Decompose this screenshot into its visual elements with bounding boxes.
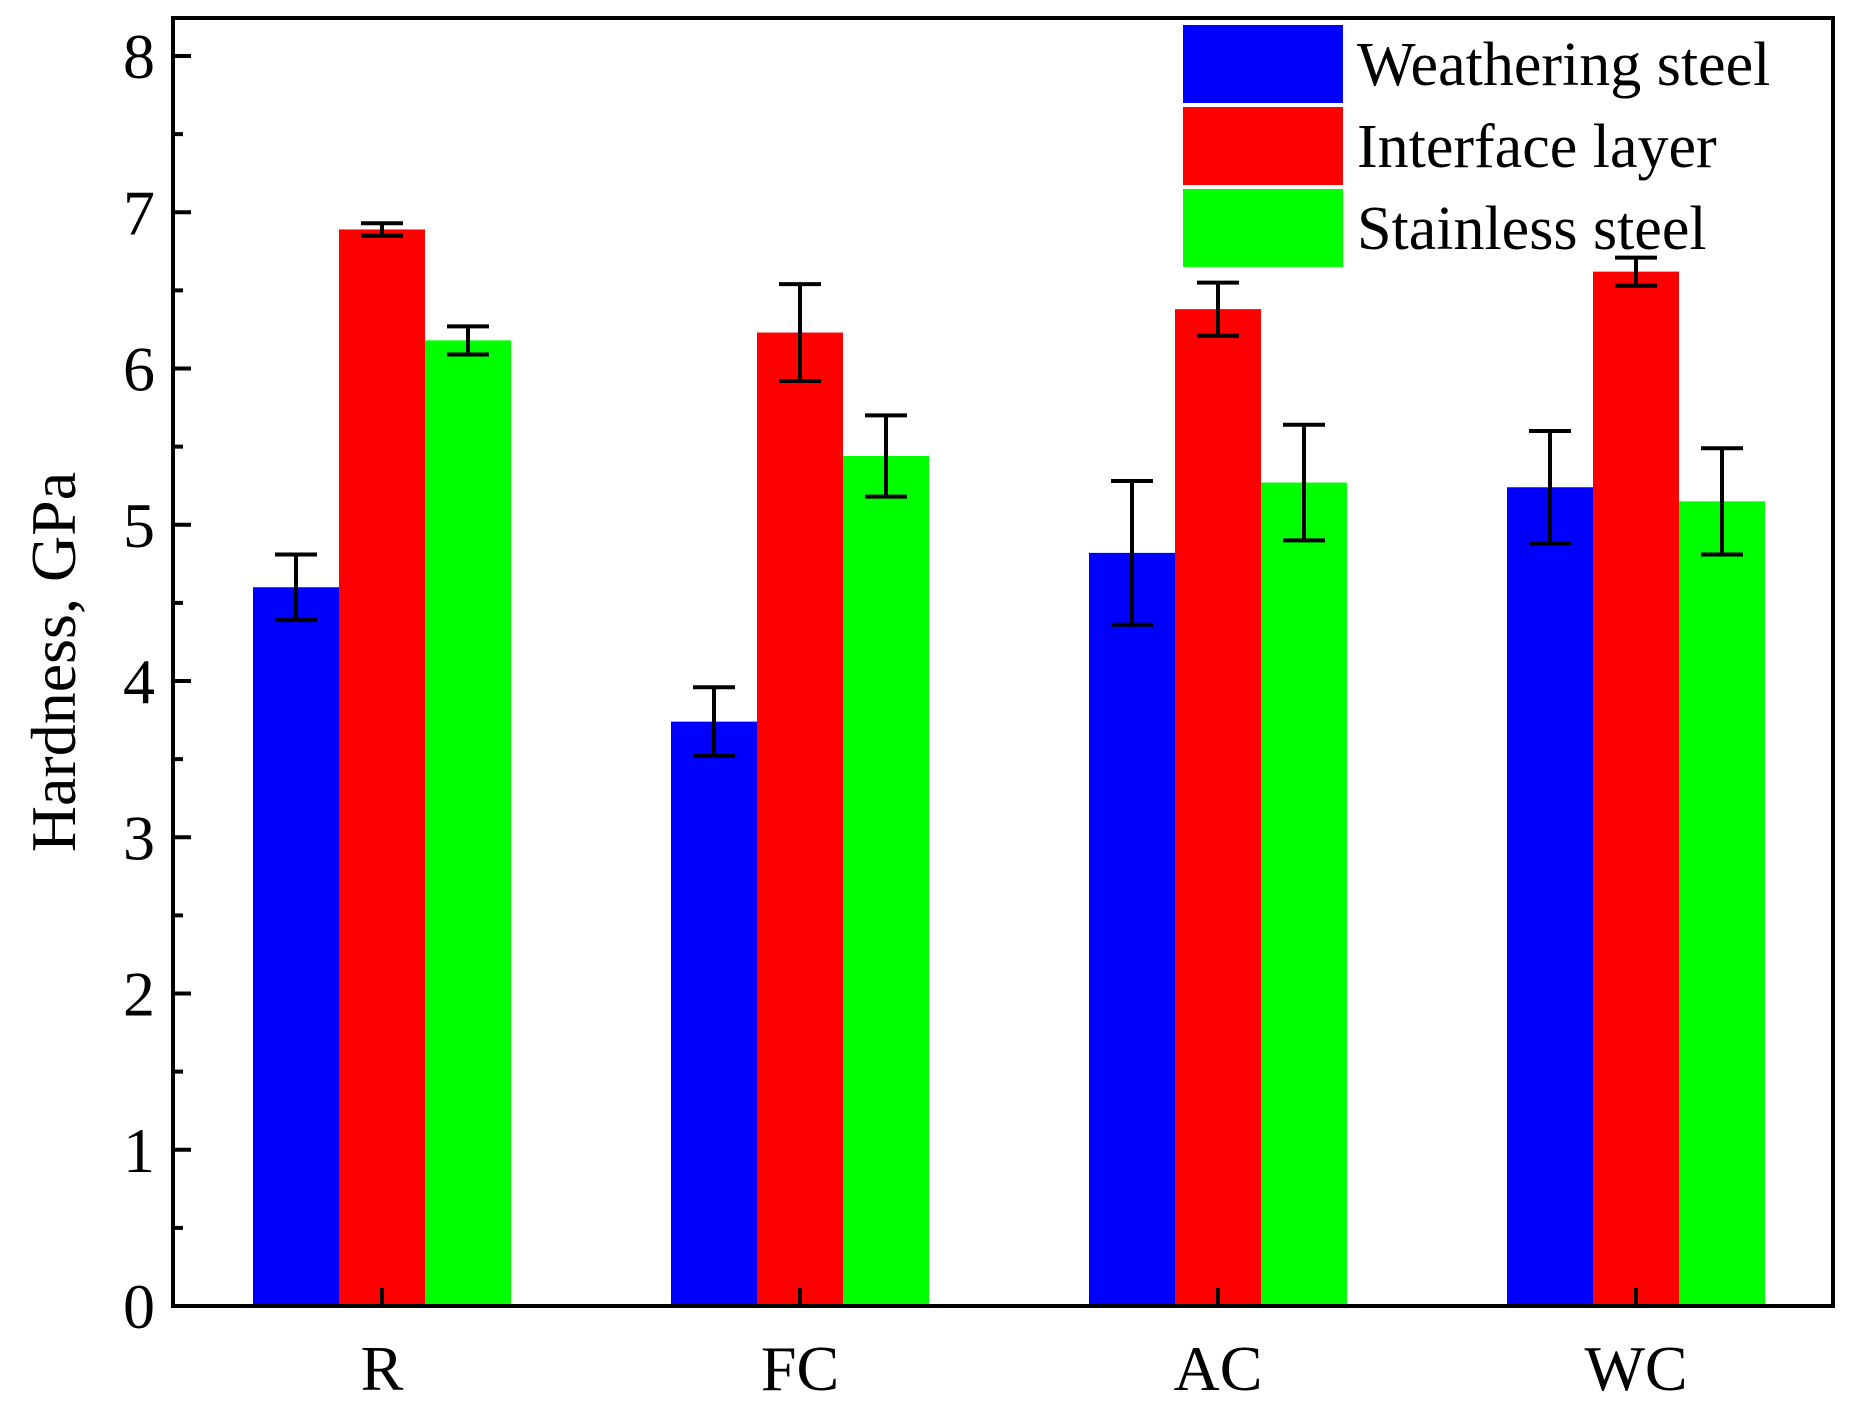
legend-swatch — [1183, 107, 1343, 185]
error-bar — [865, 413, 907, 499]
bar-ac-weathering-steel — [1089, 552, 1175, 1306]
y-tick-label: 0 — [123, 1271, 155, 1342]
bar-fc-interface-layer — [757, 332, 843, 1306]
bar-wc-stainless-steel — [1679, 501, 1765, 1306]
y-tick-label: 2 — [123, 959, 155, 1030]
bar-r-weathering-steel — [253, 587, 339, 1306]
y-tick-label: 8 — [123, 21, 155, 92]
bar-fc-stainless-steel — [843, 456, 929, 1306]
x-axis: R FC AC WC — [361, 1288, 1688, 1404]
x-tick-label-r: R — [361, 1333, 404, 1404]
error-bar — [693, 685, 735, 758]
x-tick-label-wc: WC — [1584, 1333, 1687, 1404]
error-bar — [1283, 422, 1325, 543]
legend-swatch — [1183, 189, 1343, 267]
error-bar — [779, 282, 821, 383]
error-bar — [1615, 255, 1657, 288]
error-bar — [1529, 429, 1571, 546]
y-tick-label: 1 — [123, 1115, 155, 1186]
error-bar — [275, 552, 317, 623]
bar-ac-stainless-steel — [1261, 482, 1347, 1306]
bar-wc-weathering-steel — [1507, 487, 1593, 1306]
bar-ac-interface-layer — [1175, 309, 1261, 1306]
error-bar — [1111, 479, 1153, 627]
x-tick-label-ac: AC — [1174, 1333, 1263, 1404]
error-bar — [1701, 446, 1743, 557]
error-bar — [447, 324, 489, 357]
y-tick-label: 7 — [123, 177, 155, 248]
y-tick-label: 6 — [123, 334, 155, 405]
y-axis: 0 1 2 3 4 5 6 7 8 — [123, 21, 191, 1342]
legend-label: Interface layer — [1357, 113, 1717, 181]
y-tick-label: 3 — [123, 802, 155, 873]
legend-label: Weathering steel — [1357, 31, 1770, 99]
legend-swatch — [1183, 25, 1343, 103]
legend: Weathering steel Interface layer Stainless… — [1183, 25, 1770, 267]
error-bar — [1197, 280, 1239, 338]
plot-area-frame — [171, 16, 1835, 1308]
bar-wc-interface-layer — [1593, 271, 1679, 1306]
y-axis-title: Hardness, GPa — [18, 472, 89, 852]
y-tick-label: 5 — [123, 490, 155, 561]
legend-label: Stainless steel — [1357, 195, 1707, 263]
bars-layer — [253, 229, 1765, 1306]
error-bars-layer — [275, 221, 1743, 758]
error-bar — [361, 221, 403, 238]
bar-r-stainless-steel — [425, 340, 511, 1306]
bar-fc-weathering-steel — [671, 721, 757, 1306]
bar-r-interface-layer — [339, 229, 425, 1306]
x-tick-label-fc: FC — [761, 1333, 839, 1404]
y-tick-label: 4 — [123, 646, 155, 717]
